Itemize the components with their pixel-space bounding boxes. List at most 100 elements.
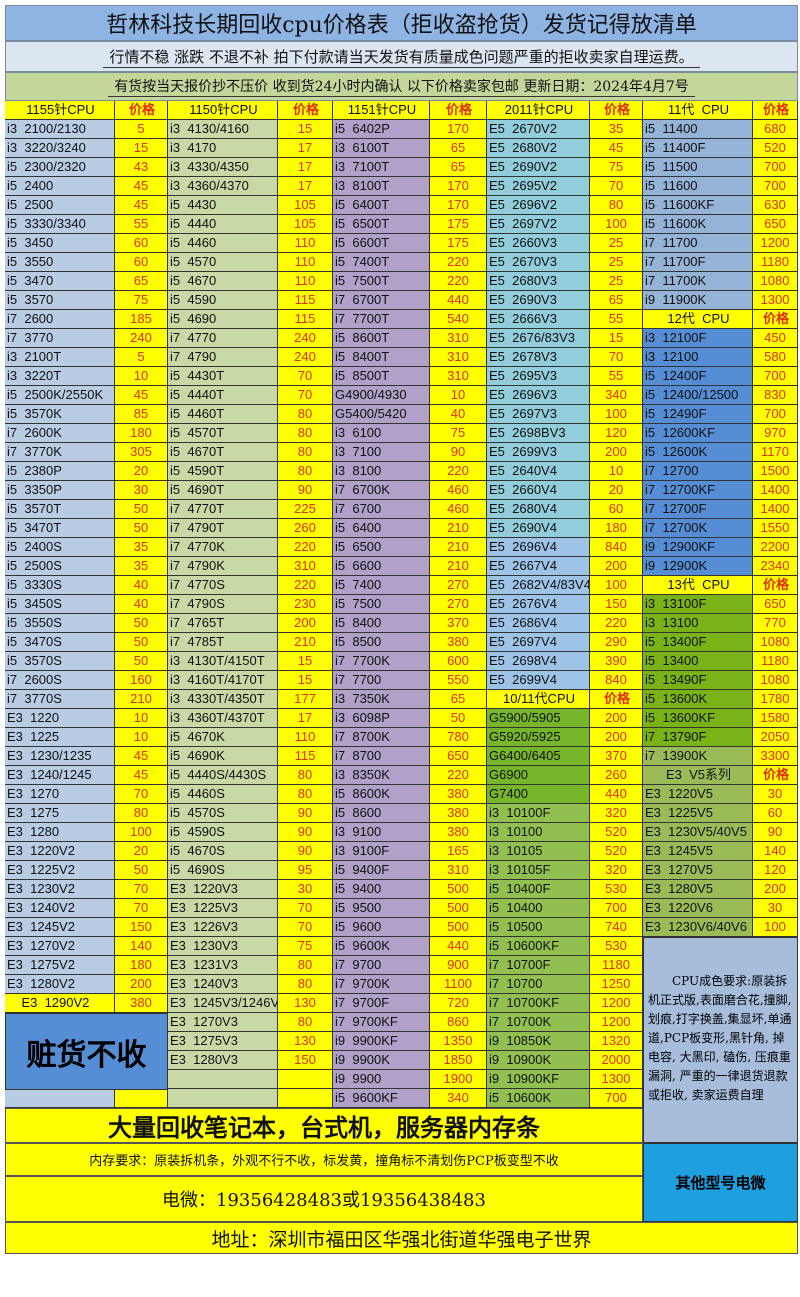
cpu-price: 90 bbox=[278, 481, 333, 500]
cpu-model: i7 9700F bbox=[333, 994, 430, 1013]
cpu-price: 2200 bbox=[753, 538, 798, 557]
cpu-model: i5 6402P bbox=[333, 120, 430, 139]
cpu-price: 170 bbox=[430, 177, 487, 196]
other-models-contact: 其他型号电微 bbox=[643, 1143, 798, 1222]
cpu-model: i5 12600K bbox=[643, 443, 753, 462]
cpu-model: i3 4330T/4350T bbox=[168, 690, 278, 709]
cpu-price: 520 bbox=[590, 823, 643, 842]
cpu-price: 220 bbox=[590, 614, 643, 633]
cpu-model: i5 2500S bbox=[5, 557, 115, 576]
cpu-price: 45 bbox=[115, 196, 168, 215]
cpu-price: 1080 bbox=[753, 633, 798, 652]
cpu-model: E5 2660V3 bbox=[487, 234, 590, 253]
cpu-model: i5 3450 bbox=[5, 234, 115, 253]
cpu-model: i5 13400 bbox=[643, 652, 753, 671]
cpu-price: 30 bbox=[753, 785, 798, 804]
cpu-model: E3 1220V3 bbox=[168, 880, 278, 899]
cpu-model: i5 13600K bbox=[643, 690, 753, 709]
cpu-price: 390 bbox=[590, 652, 643, 671]
cpu-model: G6400/6405 bbox=[487, 747, 590, 766]
cpu-price: 290 bbox=[590, 633, 643, 652]
cpu-price: 35 bbox=[115, 538, 168, 557]
cpu-model: i5 4430 bbox=[168, 196, 278, 215]
empty-price-cell bbox=[115, 1089, 168, 1108]
cpu-price: 530 bbox=[590, 937, 643, 956]
cpu-price: 120 bbox=[753, 861, 798, 880]
cpu-price: 225 bbox=[278, 500, 333, 519]
cpu-model: i5 3570T bbox=[5, 500, 115, 519]
cpu-model: E3 1231V3 bbox=[168, 956, 278, 975]
cpu-price: 240 bbox=[278, 329, 333, 348]
cpu-price: 70 bbox=[115, 785, 168, 804]
cpu-price: 50 bbox=[115, 633, 168, 652]
cpu-model: i5 2300/2320 bbox=[5, 158, 115, 177]
cpu-price: 40 bbox=[115, 595, 168, 614]
cpu-model: i3 8350K bbox=[333, 766, 430, 785]
cpu-model: E5 2682V4/83V4 bbox=[487, 576, 590, 595]
cpu-price: 3300 bbox=[753, 747, 798, 766]
cpu-price: 80 bbox=[115, 804, 168, 823]
cpu-model: E5 2667V4 bbox=[487, 557, 590, 576]
cpu-price: 50 bbox=[430, 709, 487, 728]
cpu-model: i7 4770K bbox=[168, 538, 278, 557]
cpu-model: E5 2680V4 bbox=[487, 500, 590, 519]
cpu-price: 35 bbox=[590, 120, 643, 139]
cpu-model: i5 4460S bbox=[168, 785, 278, 804]
cpu-price: 50 bbox=[115, 519, 168, 538]
cpu-model: i5 4590 bbox=[168, 291, 278, 310]
cpu-model: E5 2670V3 bbox=[487, 253, 590, 272]
cpu-price: 1500 bbox=[753, 462, 798, 481]
cpu-price: 220 bbox=[430, 766, 487, 785]
cpu-price: 60 bbox=[590, 500, 643, 519]
cpu-model: i5 6500T bbox=[333, 215, 430, 234]
cpu-price: 75 bbox=[430, 424, 487, 443]
cpu-price: 45 bbox=[115, 747, 168, 766]
cpu-price: 260 bbox=[278, 519, 333, 538]
cpu-model: E5 2676/83V3 bbox=[487, 329, 590, 348]
cpu-model: i7 2600K bbox=[5, 424, 115, 443]
cpu-model: E5 2697V4 bbox=[487, 633, 590, 652]
cpu-price: 150 bbox=[590, 595, 643, 614]
cpu-model: E3 1280V3 bbox=[168, 1051, 278, 1070]
cpu-model: i9 9900KF bbox=[333, 1032, 430, 1051]
cpu-price: 45 bbox=[115, 177, 168, 196]
cpu-price: 380 bbox=[430, 804, 487, 823]
cpu-model: E3 1220V5 bbox=[643, 785, 753, 804]
cpu-model: i3 8100T bbox=[333, 177, 430, 196]
cpu-model: i5 7400 bbox=[333, 576, 430, 595]
cpu-price: 17 bbox=[278, 709, 333, 728]
cpu-price: 80 bbox=[278, 462, 333, 481]
cpu-model: i5 9600K bbox=[333, 937, 430, 956]
cpu-price: 310 bbox=[278, 557, 333, 576]
cpu-price: 65 bbox=[430, 690, 487, 709]
cpu-price: 65 bbox=[115, 272, 168, 291]
cpu-model: i7 10700 bbox=[487, 975, 590, 994]
cpu-price: 110 bbox=[278, 234, 333, 253]
cpu-price: 60 bbox=[753, 804, 798, 823]
section-header: 10/11代CPU bbox=[487, 690, 590, 709]
cpu-price: 260 bbox=[590, 766, 643, 785]
cpu-price: 1550 bbox=[753, 519, 798, 538]
cpu-price: 1780 bbox=[753, 690, 798, 709]
address: 地址：深圳市福田区华强北街道华强电子世界 bbox=[5, 1222, 798, 1254]
cpu-price: 5 bbox=[115, 348, 168, 367]
cpu-price: 270 bbox=[430, 595, 487, 614]
cpu-price: 90 bbox=[753, 823, 798, 842]
cpu-model: i7 8700K bbox=[333, 728, 430, 747]
cpu-model: i5 4460T bbox=[168, 405, 278, 424]
empty-price-cell bbox=[278, 1089, 333, 1108]
cpu-model: E5 2686V4 bbox=[487, 614, 590, 633]
cpu-price: 1100 bbox=[430, 975, 487, 994]
cpu-price: 90 bbox=[278, 842, 333, 861]
cpu-model: E3 1225V3 bbox=[168, 899, 278, 918]
cpu-price: 780 bbox=[430, 728, 487, 747]
cpu-price: 320 bbox=[590, 861, 643, 880]
cpu-model: E3 1290V2 bbox=[5, 994, 115, 1013]
cpu-price: 75 bbox=[590, 158, 643, 177]
notice-text: 行情不稳 涨跌 不退不补 拍下付款请当天发货有质量成色问题严重的拒收卖家自理运费… bbox=[103, 46, 700, 68]
cpu-model: i3 13100 bbox=[643, 614, 753, 633]
cpu-price: 1200 bbox=[590, 994, 643, 1013]
cpu-price: 840 bbox=[590, 538, 643, 557]
price-header: 价格 bbox=[753, 766, 798, 785]
cpu-price: 10 bbox=[430, 386, 487, 405]
